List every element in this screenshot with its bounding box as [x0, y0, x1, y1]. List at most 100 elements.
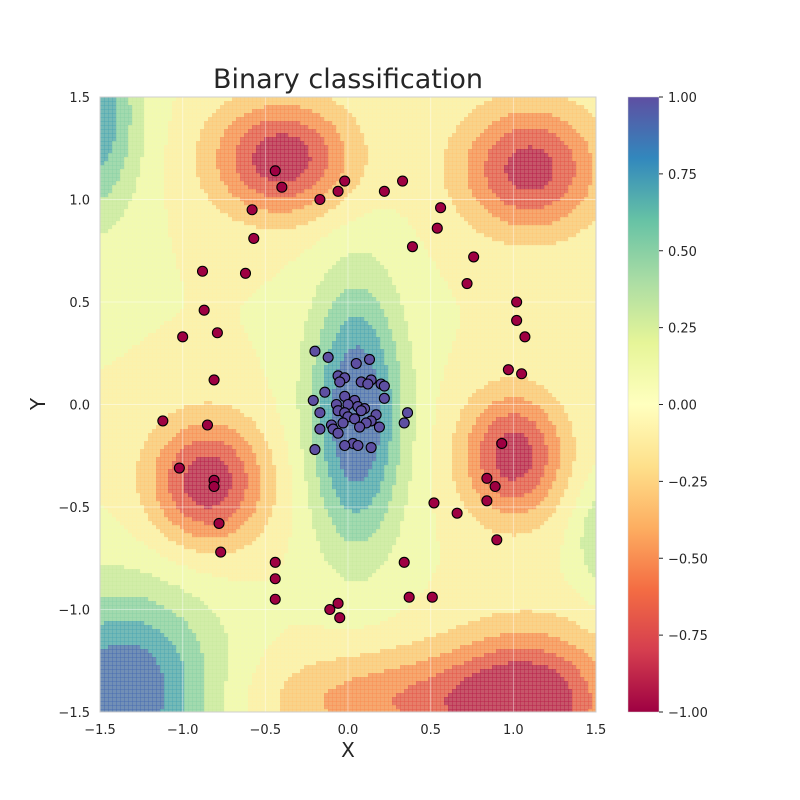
- contour-cell: [136, 425, 141, 430]
- contour-cell: [156, 649, 161, 654]
- contour-cell: [124, 661, 129, 666]
- contour-cell: [204, 401, 209, 406]
- contour-cell: [200, 205, 205, 210]
- contour-cell: [156, 381, 161, 386]
- contour-cell: [168, 533, 173, 538]
- contour-cell: [188, 433, 193, 438]
- contour-cell: [212, 349, 217, 354]
- contour-cell: [188, 369, 193, 374]
- contour-cell: [156, 693, 161, 698]
- contour-cell: [120, 593, 125, 598]
- contour-cell: [128, 273, 133, 278]
- contour-cell: [148, 213, 153, 218]
- contour-cell: [220, 449, 225, 454]
- contour-cell: [148, 497, 153, 502]
- contour-cell: [152, 201, 157, 206]
- contour-cell: [116, 501, 121, 506]
- contour-cell: [152, 545, 157, 550]
- contour-cell: [188, 101, 193, 106]
- contour-cell: [200, 281, 205, 286]
- contour-cell: [216, 405, 221, 410]
- contour-cell: [132, 601, 137, 606]
- contour-cell: [220, 265, 225, 270]
- contour-cell: [156, 365, 161, 370]
- contour-cell: [132, 169, 137, 174]
- contour-cell: [116, 329, 121, 334]
- contour-cell: [128, 705, 133, 710]
- contour-cell: [204, 533, 209, 538]
- contour-cell: [208, 597, 213, 602]
- contour-cell: [108, 253, 113, 258]
- contour-cell: [216, 313, 221, 318]
- contour-cell: [216, 453, 221, 458]
- contour-cell: [172, 205, 177, 210]
- contour-cell: [156, 353, 161, 358]
- contour-cell: [192, 569, 197, 574]
- contour-cell: [136, 197, 141, 202]
- contour-cell: [144, 653, 149, 658]
- contour-cell: [108, 97, 113, 102]
- contour-cell: [160, 453, 165, 458]
- contour-cell: [176, 457, 181, 462]
- contour-cell: [204, 121, 209, 126]
- contour-cell: [196, 273, 201, 278]
- contour-cell: [116, 449, 121, 454]
- contour-cell: [148, 249, 153, 254]
- contour-cell: [100, 225, 105, 230]
- contour-cell: [104, 317, 109, 322]
- contour-cell: [200, 405, 205, 410]
- contour-cell: [108, 397, 113, 402]
- contour-cell: [108, 525, 113, 530]
- contour-cell: [212, 433, 217, 438]
- contour-cell: [108, 213, 113, 218]
- contour-cell: [180, 681, 185, 686]
- contour-cell: [124, 453, 129, 458]
- contour-cell: [148, 441, 153, 446]
- contour-cell: [188, 509, 193, 514]
- contour-cell: [152, 493, 157, 498]
- contour-cell: [184, 353, 189, 358]
- contour-cell: [192, 497, 197, 502]
- contour-cell: [176, 681, 181, 686]
- contour-cell: [220, 205, 225, 210]
- contour-cell: [176, 397, 181, 402]
- contour-cell: [128, 213, 133, 218]
- contour-cell: [128, 301, 133, 306]
- contour-cell: [168, 97, 173, 102]
- contour-cell: [168, 469, 173, 474]
- contour-cell: [132, 161, 137, 166]
- contour-cell: [124, 297, 129, 302]
- contour-cell: [172, 665, 177, 670]
- contour-cell: [156, 129, 161, 134]
- contour-cell: [136, 597, 141, 602]
- contour-cell: [104, 349, 109, 354]
- contour-cell: [132, 593, 137, 598]
- contour-cell: [188, 233, 193, 238]
- contour-cell: [156, 181, 161, 186]
- contour-cell: [136, 345, 141, 350]
- contour-cell: [204, 701, 209, 706]
- contour-cell: [196, 145, 201, 150]
- contour-cell: [112, 625, 117, 630]
- contour-cell: [216, 225, 221, 230]
- contour-cell: [152, 193, 157, 198]
- contour-cell: [184, 125, 189, 130]
- contour-cell: [180, 489, 185, 494]
- contour-cell: [176, 365, 181, 370]
- contour-cell: [104, 585, 109, 590]
- contour-cell: [128, 497, 133, 502]
- contour-cell: [152, 709, 157, 712]
- contour-cell: [160, 325, 165, 330]
- contour-cell: [168, 189, 173, 194]
- contour-cell: [124, 409, 129, 414]
- contour-cell: [224, 289, 229, 294]
- contour-cell: [172, 541, 177, 546]
- contour-cell: [100, 173, 105, 178]
- contour-cell: [164, 453, 169, 458]
- contour-cell: [108, 177, 113, 182]
- contour-cell: [152, 629, 157, 634]
- contour-cell: [140, 297, 145, 302]
- contour-cell: [164, 237, 169, 242]
- contour-cell: [140, 577, 145, 582]
- contour-cell: [184, 677, 189, 682]
